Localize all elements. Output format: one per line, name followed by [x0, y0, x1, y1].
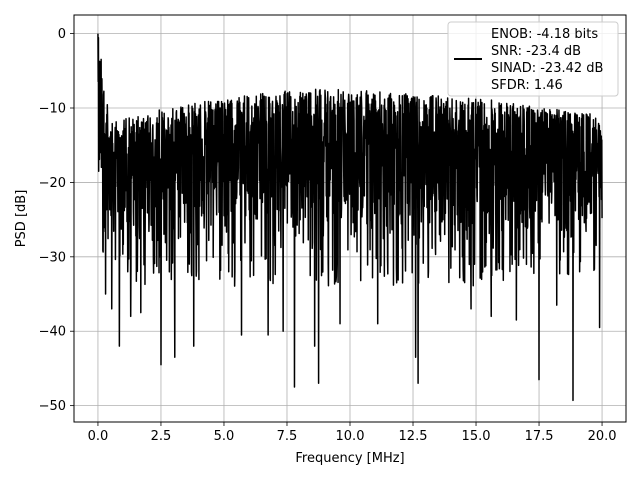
x-tick-label: 17.5	[525, 429, 554, 444]
y-tick-label: −50	[39, 399, 66, 414]
x-axis-label: Frequency [MHz]	[295, 451, 404, 466]
y-tick-label: −20	[39, 176, 66, 191]
legend-entry: ENOB: -4.18 bits SNR: -23.4 dB SINAD: -23.…	[491, 27, 603, 93]
x-tick-label: 5.0	[214, 429, 235, 444]
x-tick-label: 12.5	[399, 429, 428, 444]
legend-entry-line: ENOB: -4.18 bits	[491, 27, 598, 42]
x-tick-label: 2.5	[151, 429, 172, 444]
legend-box	[447, 21, 619, 97]
y-tick-label: −40	[39, 325, 66, 340]
x-tick-label: 10.0	[336, 429, 365, 444]
ticks: 0.0 2.5 5.0 7.5 10.0 12.5 15.0 17.5 20.0 0 −10 −20 −…	[39, 27, 617, 444]
legend-entry-line: SFDR: 1.46	[491, 78, 563, 93]
psd-series-line	[97, 33, 603, 402]
y-tick-label: −30	[39, 250, 66, 265]
legend-entry-line: SNR: -23.4 dB	[491, 44, 581, 59]
y-axis-label: PSD [dB]	[14, 190, 29, 248]
series-layer	[97, 33, 603, 402]
legend: ENOB: -4.18 bits SNR: -23.4 dB SINAD: -23.…	[447, 21, 619, 97]
x-tick-label: 20.0	[588, 429, 617, 444]
y-tick-label: −10	[39, 102, 66, 117]
x-tick-label: 7.5	[277, 429, 298, 444]
x-tick-label: 0.0	[88, 429, 109, 444]
legend-entry-line: SINAD: -23.42 dB	[491, 61, 603, 76]
x-tick-label: 15.0	[462, 429, 491, 444]
y-tick-label: 0	[58, 27, 66, 42]
